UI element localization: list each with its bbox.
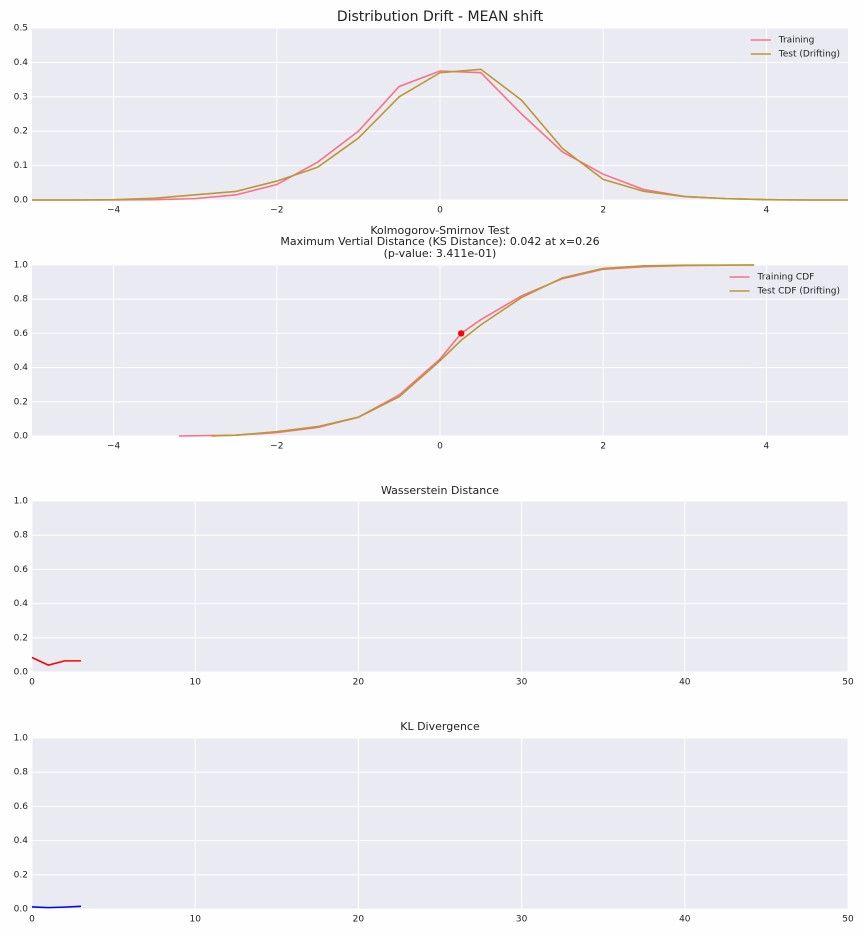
- plot-area: [32, 738, 848, 909]
- x-tick-label: 0: [29, 915, 35, 925]
- x-tick-label: 10: [189, 915, 201, 925]
- chart-title: Distribution Drift - MEAN shift: [337, 9, 544, 25]
- y-tick-label: 0.8: [14, 531, 29, 541]
- legend-label: Training CDF: [757, 273, 815, 283]
- y-tick-label: 0.4: [14, 599, 29, 609]
- y-tick-label: 0.1: [14, 161, 28, 171]
- x-tick-label: −2: [270, 206, 283, 216]
- legend-label: Test (Drifting): [778, 50, 840, 60]
- y-tick-label: 0.5: [14, 24, 28, 34]
- x-tick-label: −2: [270, 442, 283, 452]
- x-tick-label: 2: [600, 206, 606, 216]
- y-tick-label: 0.2: [14, 397, 28, 407]
- x-tick-label: 4: [764, 442, 770, 452]
- y-tick-label: 1.0: [14, 497, 29, 507]
- y-tick-label: 0.4: [14, 836, 29, 846]
- chart-title: Maximum Vertial Distance (KS Distance): …: [280, 235, 599, 248]
- legend: Training Test (Drifting): [750, 36, 840, 60]
- x-tick-label: 30: [516, 678, 528, 688]
- x-tick-label: 0: [437, 442, 443, 452]
- plot-area: [32, 501, 848, 672]
- x-tick-label: 20: [353, 915, 365, 925]
- x-tick-label: 20: [353, 678, 365, 688]
- x-tick-label: 30: [516, 915, 528, 925]
- legend-label: Test CDF (Drifting): [757, 287, 840, 297]
- chart-title: Wasserstein Distance: [381, 484, 499, 497]
- y-tick-label: 0.8: [14, 295, 29, 305]
- x-tick-label: 0: [437, 206, 443, 216]
- chart-title: KL Divergence: [400, 720, 480, 733]
- y-tick-label: 1.0: [14, 734, 29, 744]
- y-tick-label: 0.3: [14, 92, 28, 102]
- x-tick-label: 0: [29, 678, 35, 688]
- series-line: [211, 264, 755, 437]
- x-tick-label: 40: [679, 678, 691, 688]
- x-tick-label: −4: [107, 442, 121, 452]
- y-tick-label: 0.0: [14, 668, 29, 678]
- y-tick-label: 0.0: [14, 432, 29, 442]
- x-tick-label: 40: [679, 915, 691, 925]
- chart-title: Kolmogorov-Smirnov Test: [370, 224, 510, 237]
- chart-title: (p-value: 3.411e-01): [384, 247, 497, 260]
- legend-label: Training: [778, 36, 815, 46]
- y-tick-label: 0.6: [14, 329, 29, 339]
- x-tick-label: −4: [107, 206, 121, 216]
- y-tick-label: 0.4: [14, 363, 29, 373]
- y-tick-label: 0.6: [14, 802, 29, 812]
- y-tick-label: 0.8: [14, 768, 29, 778]
- series-line: [31, 656, 81, 667]
- y-tick-label: 0.2: [14, 127, 28, 137]
- x-tick-label: 50: [842, 915, 854, 925]
- x-tick-label: 10: [189, 678, 201, 688]
- y-tick-label: 0.0: [14, 905, 29, 915]
- y-tick-label: 0.4: [14, 58, 29, 68]
- y-tick-label: 1.0: [14, 261, 29, 271]
- ks-point: [458, 330, 465, 337]
- legend: Training CDF Test CDF (Drifting): [729, 273, 840, 297]
- series-line: [31, 905, 82, 909]
- y-tick-label: 0.2: [14, 870, 28, 880]
- x-tick-label: 2: [600, 442, 606, 452]
- series-line: [32, 68, 848, 201]
- y-tick-label: 0.6: [14, 565, 29, 575]
- y-tick-label: 0.2: [14, 633, 28, 643]
- x-tick-label: 4: [764, 206, 770, 216]
- x-tick-label: 50: [842, 678, 854, 688]
- y-tick-label: 0.0: [14, 196, 29, 206]
